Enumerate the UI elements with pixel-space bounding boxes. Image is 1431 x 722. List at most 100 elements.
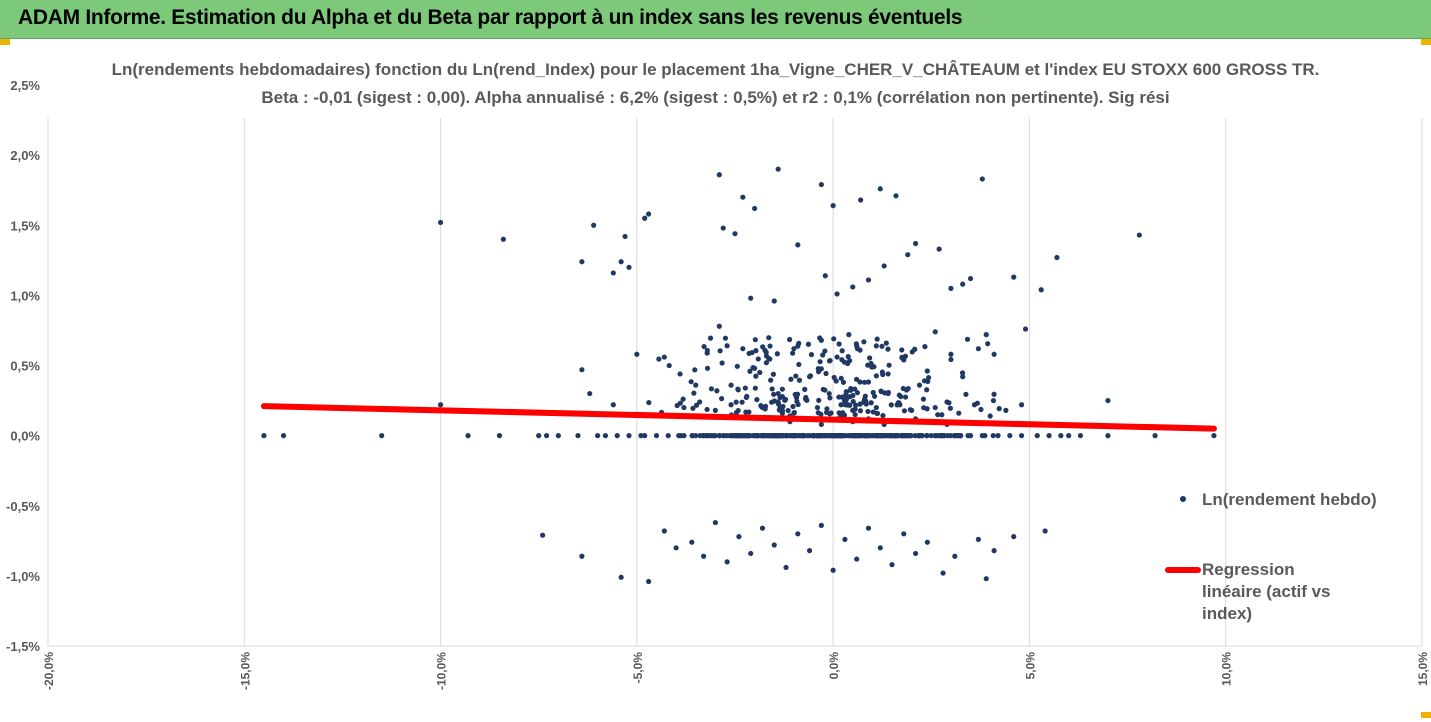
- scatter-point: [697, 399, 703, 405]
- scatter-point: [712, 407, 718, 413]
- scatter-point: [822, 273, 828, 279]
- scatter-point: [826, 390, 832, 397]
- scatter-point: [724, 559, 730, 565]
- scatter-point: [861, 339, 867, 345]
- scatter-point: [707, 335, 714, 341]
- scatter-point: [919, 433, 925, 439]
- scatter-point: [720, 225, 726, 231]
- scatter-point: [691, 390, 697, 396]
- scatter-point: [766, 335, 772, 341]
- scatter-point: [864, 433, 870, 439]
- scatter-point: [854, 556, 860, 562]
- scatter-point: [924, 406, 930, 412]
- scatter-point: [786, 433, 792, 439]
- scatter-point: [857, 347, 863, 353]
- scatter-point: [815, 369, 822, 375]
- scatter-point: [661, 354, 667, 360]
- scatter-point: [736, 534, 742, 540]
- scatter-point: [795, 242, 801, 248]
- scatter-point: [887, 433, 893, 439]
- scatter-point: [932, 404, 938, 411]
- scatter-points: [261, 166, 1217, 585]
- scatter-point: [704, 365, 711, 371]
- x-tick-label: 10,0%: [1220, 652, 1234, 686]
- scatter-point: [753, 373, 759, 379]
- scatter-point: [932, 329, 938, 335]
- x-tick-label: 5,0%: [1023, 652, 1037, 680]
- scatter-point: [935, 412, 941, 418]
- scatter-point: [948, 356, 954, 363]
- scatter-point: [818, 181, 824, 188]
- legend-marker-scatter: [1180, 496, 1186, 502]
- scatter-point: [851, 433, 857, 439]
- scatter-point: [735, 407, 741, 414]
- scatter-point: [865, 277, 872, 283]
- scatter-point: [770, 371, 776, 377]
- x-tick-label: -15,0%: [238, 652, 252, 690]
- scatter-point: [763, 360, 770, 366]
- scatter-point: [818, 421, 824, 428]
- scatter-point: [858, 433, 864, 439]
- scatter-point: [602, 433, 609, 439]
- scatter-point: [791, 409, 797, 416]
- scatter-point: [888, 402, 894, 408]
- scatter-point: [1152, 433, 1158, 439]
- scatter-point: [873, 343, 879, 349]
- scatter-point: [873, 373, 879, 379]
- scatter-point: [828, 410, 834, 416]
- scatter-point: [883, 340, 889, 346]
- scatter-point: [753, 348, 759, 354]
- scatter-point: [979, 176, 985, 182]
- scatter-point: [748, 295, 754, 301]
- scatter-point: [1018, 433, 1025, 439]
- scatter-point: [967, 275, 974, 282]
- scatter-point: [719, 396, 725, 402]
- scatter-point: [785, 407, 791, 414]
- scatter-point: [712, 519, 718, 526]
- scatter-point: [862, 393, 868, 399]
- scatter-point: [690, 405, 696, 411]
- scatter-point: [852, 386, 858, 392]
- scatter-point: [1011, 274, 1017, 280]
- scatter-point: [924, 368, 930, 374]
- scatter-point: [955, 433, 961, 439]
- scatter-point: [990, 397, 997, 404]
- scatter-point: [947, 405, 953, 411]
- scatter-point: [883, 433, 889, 439]
- scatter-point: [754, 397, 760, 403]
- scatter-point: [912, 550, 919, 557]
- scatter-point: [940, 570, 946, 576]
- scatter-point: [634, 351, 640, 357]
- scatter-point: [830, 203, 836, 209]
- scatter-point: [1018, 402, 1025, 408]
- scatter-point: [721, 433, 727, 439]
- scatter-point: [823, 409, 830, 416]
- scatter-point: [767, 356, 773, 362]
- scatter-point: [820, 386, 826, 393]
- scatter-point: [1011, 534, 1017, 540]
- scatter-point: [719, 360, 725, 366]
- scatter-point: [790, 350, 796, 356]
- scatter-point: [656, 356, 662, 362]
- scatter-point: [983, 576, 989, 582]
- scatter-point: [834, 291, 840, 297]
- scatter-point: [818, 411, 824, 417]
- scatter-point: [933, 433, 939, 439]
- scatter-point: [872, 433, 878, 439]
- scatter-point: [732, 433, 738, 439]
- scatter-point: [708, 386, 715, 392]
- report-title: ADAM Informe. Estimation du Alpha et du …: [18, 6, 963, 29]
- scatter-point: [896, 400, 902, 406]
- scatter-point: [902, 433, 908, 439]
- scatter-point: [836, 341, 842, 347]
- x-tick-label: 15,0%: [1416, 652, 1430, 686]
- scatter-point: [818, 522, 824, 528]
- scatter-point: [878, 433, 884, 439]
- scatter-point: [1042, 528, 1048, 534]
- scatter-point: [790, 403, 796, 410]
- scatter-point: [850, 398, 856, 405]
- scatter-point: [379, 433, 385, 439]
- y-tick-label: 1,5%: [10, 218, 40, 233]
- scatter-point: [905, 252, 911, 258]
- scatter-point: [982, 433, 988, 439]
